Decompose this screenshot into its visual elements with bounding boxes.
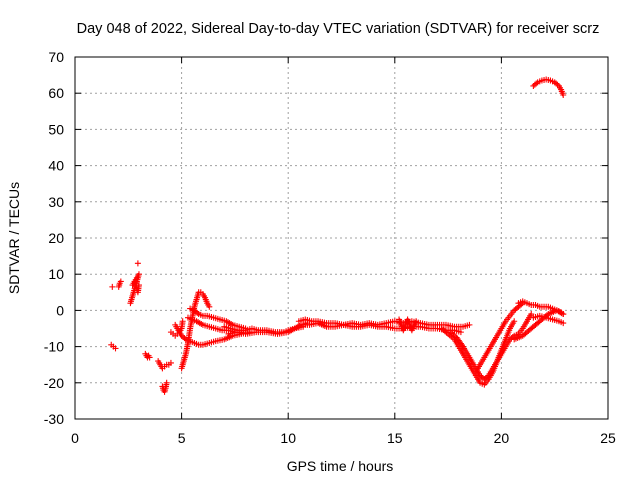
data-point bbox=[484, 373, 491, 380]
y-tick-label: 50 bbox=[48, 121, 64, 137]
data-point bbox=[466, 321, 473, 328]
data-point bbox=[112, 345, 119, 352]
x-tick-label: 20 bbox=[494, 430, 510, 446]
data-point bbox=[511, 318, 518, 325]
x-tick-label: 25 bbox=[600, 430, 616, 446]
y-tick-label: 60 bbox=[48, 85, 64, 101]
x-tick-label: 10 bbox=[280, 430, 296, 446]
y-tick-label: 10 bbox=[48, 266, 64, 282]
data-series-sdtvar bbox=[108, 76, 567, 395]
x-tick-label: 5 bbox=[178, 430, 186, 446]
data-point bbox=[194, 309, 201, 316]
data-point bbox=[135, 282, 142, 289]
y-tick-label: 40 bbox=[48, 158, 64, 174]
y-tick-label: 20 bbox=[48, 230, 64, 246]
tick-labels: 0 5 10 15 20 25 -30 -20 -10 0 10 20 30 40 50 60 70 bbox=[44, 49, 616, 446]
data-point bbox=[560, 92, 567, 99]
grid-lines bbox=[75, 57, 608, 419]
chart-title: Day 048 of 2022, Sidereal Day-to-day VTE… bbox=[77, 21, 600, 37]
y-tick-label: -20 bbox=[44, 375, 64, 391]
y-tick-label: -30 bbox=[44, 411, 64, 427]
data-point bbox=[181, 335, 188, 342]
x-tick-label: 0 bbox=[71, 430, 79, 446]
data-point bbox=[528, 311, 535, 318]
data-point bbox=[117, 278, 124, 285]
data-point bbox=[134, 260, 141, 267]
data-point bbox=[457, 329, 464, 336]
data-point bbox=[560, 320, 567, 327]
y-tick-label: -10 bbox=[44, 339, 64, 355]
axis-ticks bbox=[74, 56, 609, 420]
x-axis-label: GPS time / hours bbox=[287, 458, 394, 474]
y-tick-label: 70 bbox=[48, 49, 64, 65]
data-point bbox=[554, 81, 561, 88]
data-point bbox=[206, 303, 213, 310]
data-point bbox=[533, 80, 540, 87]
data-point bbox=[109, 283, 116, 290]
data-point bbox=[146, 354, 153, 361]
data-point bbox=[179, 318, 186, 325]
x-tick-label: 15 bbox=[387, 430, 403, 446]
y-axis-label: SDTVAR / TECUs bbox=[6, 182, 22, 294]
y-tick-label: 0 bbox=[56, 302, 64, 318]
data-point bbox=[560, 311, 567, 318]
y-tick-label: 30 bbox=[48, 194, 64, 210]
data-point bbox=[167, 359, 174, 366]
data-point bbox=[413, 318, 420, 325]
data-point bbox=[163, 379, 170, 386]
